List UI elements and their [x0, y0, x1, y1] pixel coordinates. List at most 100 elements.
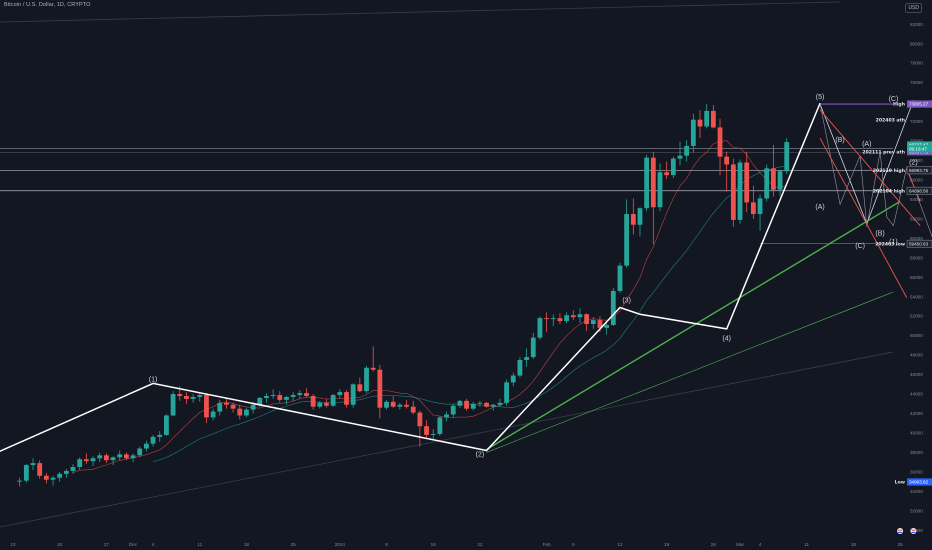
candle-body — [537, 318, 543, 338]
candle-body — [384, 401, 389, 408]
candle — [544, 312, 549, 332]
y-tick-label: 68000 — [910, 158, 923, 163]
wave-label: (3) — [622, 298, 631, 305]
price-label-value: 34963.82 — [909, 480, 929, 485]
candle-body — [404, 404, 409, 407]
flag-stripe — [911, 531, 916, 533]
candle — [750, 185, 756, 219]
candle — [577, 308, 583, 324]
level-name: High — [893, 102, 905, 108]
candle-body — [444, 414, 449, 418]
candle — [57, 471, 63, 482]
candle — [757, 194, 763, 231]
candle — [464, 398, 469, 411]
candle-body — [230, 404, 236, 409]
candles — [17, 104, 790, 487]
candle — [324, 398, 329, 408]
candle-body — [77, 459, 83, 468]
candle — [690, 113, 696, 153]
candle — [457, 399, 463, 408]
candle — [397, 402, 403, 410]
candle-body — [557, 318, 563, 322]
x-tick-label: 18 — [244, 542, 250, 547]
candle-body — [777, 171, 783, 190]
candle — [344, 390, 349, 408]
candle — [630, 198, 636, 235]
candle-body — [597, 320, 603, 328]
candle — [330, 394, 336, 407]
candle-body — [437, 417, 443, 434]
candle — [497, 398, 503, 407]
x-tick-label: 26 — [711, 542, 717, 547]
candle-body — [210, 411, 216, 418]
candle — [357, 377, 363, 393]
impulse-wave — [0, 102, 821, 452]
candle — [730, 158, 736, 227]
candle — [270, 389, 276, 399]
x-tick-label: 20 — [57, 542, 63, 547]
candle — [517, 357, 523, 378]
candle — [157, 431, 163, 442]
x-tick-label: Feb — [543, 542, 551, 547]
thin-trend-line — [486, 291, 894, 453]
candle-body — [304, 393, 309, 396]
flag-stripe — [898, 531, 903, 533]
candle-body — [357, 384, 363, 392]
candle-body — [177, 394, 183, 396]
candle — [404, 399, 409, 409]
candle-body — [697, 119, 703, 127]
x-tick-label: 4 — [759, 542, 762, 547]
candle — [144, 440, 149, 452]
level-name: 202104 high — [873, 188, 905, 194]
price-label-value: 09:16:47 — [909, 146, 927, 151]
y-tick-label: 54000 — [910, 294, 923, 299]
candle — [770, 144, 776, 197]
candle — [390, 396, 396, 408]
candle-body — [704, 110, 710, 127]
candle-body — [684, 145, 690, 156]
candle-body — [464, 400, 469, 409]
flag-stripe — [898, 529, 903, 531]
candle — [284, 396, 289, 405]
candle — [37, 460, 43, 479]
candle-body — [604, 324, 610, 328]
price-label-bg — [907, 100, 932, 108]
y-tick-label: 48000 — [910, 353, 923, 358]
candle-body — [570, 315, 576, 318]
x-tick-label: 19 — [664, 542, 670, 547]
projection-wave — [819, 104, 932, 238]
candle-body — [137, 448, 143, 456]
candle-body — [344, 392, 349, 405]
candle-body — [103, 455, 109, 461]
candle — [184, 392, 189, 404]
x-tick-label: 18 — [851, 542, 857, 547]
candle — [244, 407, 249, 418]
x-tick-label: 5 — [572, 542, 575, 547]
candle — [784, 138, 790, 175]
event-icon — [910, 528, 917, 534]
candle-body — [517, 360, 523, 376]
wave-label: (1) — [889, 239, 898, 246]
candle — [30, 458, 36, 470]
wave-label: (C) — [855, 243, 865, 250]
level-name: 202111 prev ath — [862, 149, 905, 155]
y-tick-label: 42000 — [910, 411, 923, 416]
x-tick-label: 11 — [197, 542, 202, 547]
candle — [417, 410, 423, 447]
candle-body — [83, 459, 89, 462]
ma-slow-line — [153, 165, 787, 463]
y-tick-label: 30000 — [910, 528, 923, 533]
currency-button[interactable]: USD — [905, 3, 922, 13]
price-label-bg — [906, 166, 932, 175]
candle — [70, 464, 76, 474]
candle — [190, 394, 196, 403]
candle-body — [577, 314, 583, 318]
candle — [310, 394, 316, 410]
candle — [437, 416, 443, 436]
candle-body — [30, 463, 36, 466]
candle — [704, 104, 710, 129]
y-tick-label: 38000 — [910, 450, 923, 455]
event-icon — [897, 528, 904, 534]
candle — [137, 446, 143, 458]
